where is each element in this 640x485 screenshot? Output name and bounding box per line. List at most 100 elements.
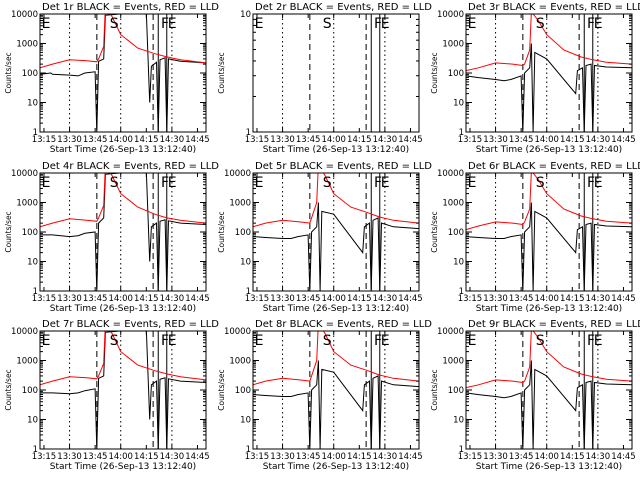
y-tick-label: 1000 (442, 40, 464, 50)
x-tick-label: 14:15 (560, 135, 585, 145)
x-tick-label: 13:45 (509, 294, 534, 304)
x-tick-label: 14:30 (586, 294, 611, 304)
x-tick-label: 14:30 (373, 135, 398, 145)
x-tick-label: 13:15 (32, 135, 57, 145)
y-tick-label: 1 (246, 128, 251, 138)
x-tick-label: 13:15 (245, 135, 270, 145)
x-tick-label: 14:00 (321, 135, 346, 145)
y-tick-label: 100 (22, 386, 38, 396)
x-axis-label: Start Time (26-Sep-13 13:12:40) (263, 145, 409, 155)
y-tick-label: 1 (246, 445, 251, 455)
marker-label: E (42, 175, 51, 191)
marker-label: E (594, 16, 603, 32)
y-tick-label: 1 (459, 128, 464, 138)
x-tick-label: 13:45 (296, 452, 321, 462)
lld-series-line (253, 331, 419, 386)
marker-label: E (42, 333, 51, 349)
y-tick-label: 10 (453, 99, 464, 109)
marker-label: E (255, 175, 264, 191)
marker-label: S (536, 16, 545, 32)
y-tick-label: 1 (33, 287, 38, 297)
y-tick-label: 10000 (11, 169, 38, 179)
marker-label: F (161, 16, 169, 32)
y-tick-label: 10000 (437, 10, 464, 20)
y-tick-label: 100 (448, 69, 464, 79)
y-axis-label: Counts/sec (217, 211, 226, 252)
y-tick-label: 10000 (224, 169, 251, 179)
y-tick-label: 1 (33, 128, 38, 138)
x-tick-label: 13:15 (458, 294, 483, 304)
y-tick-label: 10000 (11, 327, 38, 337)
x-tick-label: 13:45 (296, 135, 321, 145)
x-tick-label: 13:15 (245, 452, 270, 462)
x-tick-label: 14:15 (134, 135, 159, 145)
marker-label: E (42, 16, 51, 32)
y-tick-label: 1 (33, 445, 38, 455)
marker-label: F (161, 175, 169, 191)
y-tick-label: 10 (27, 416, 38, 426)
y-tick-label: 100 (235, 228, 251, 238)
y-tick-label: 1000 (16, 199, 38, 209)
marker-label: F (374, 333, 382, 349)
x-axis-label: Start Time (26-Sep-13 13:12:40) (50, 304, 196, 314)
x-tick-label: 14:00 (321, 294, 346, 304)
x-tick-label: 14:45 (611, 294, 636, 304)
y-tick-label: 1000 (16, 40, 38, 50)
x-tick-label: 14:15 (347, 294, 372, 304)
x-tick-label: 14:30 (160, 452, 185, 462)
x-axis-label: Start Time (26-Sep-13 13:12:40) (476, 304, 622, 314)
y-tick-label: 10 (27, 99, 38, 109)
marker-label: E (255, 16, 264, 32)
events-series-line (253, 360, 419, 449)
x-tick-label: 14:00 (108, 452, 133, 462)
y-tick-label: 1000 (16, 357, 38, 367)
panel-title: Det 4r BLACK = Events, RED = LLD (42, 161, 219, 172)
plot-frame (465, 13, 633, 133)
marker-label: S (323, 333, 332, 349)
x-tick-label: 14:45 (398, 294, 423, 304)
y-axis-label: Counts/sec (430, 369, 439, 410)
x-axis-label: Start Time (26-Sep-13 13:12:40) (50, 462, 196, 472)
y-tick-label: 10000 (224, 327, 251, 337)
events-series-line (466, 202, 632, 291)
panel-title: Det 9r BLACK = Events, RED = LLD (468, 319, 640, 330)
y-tick-label: 10 (240, 416, 251, 426)
plot-frame (39, 330, 207, 450)
marker-label: S (323, 16, 332, 32)
x-tick-label: 13:30 (483, 294, 508, 304)
x-tick-label: 14:15 (134, 452, 159, 462)
x-tick-label: 13:30 (57, 135, 82, 145)
x-tick-label: 14:45 (398, 135, 423, 145)
y-tick-label: 100 (448, 228, 464, 238)
marker-label: E (381, 175, 390, 191)
lld-series-line (253, 173, 419, 228)
marker-label: E (468, 333, 477, 349)
y-tick-label: 10000 (11, 10, 38, 20)
y-tick-label: 10 (240, 258, 251, 268)
plot-frame (252, 13, 420, 133)
x-axis-label: Start Time (26-Sep-13 13:12:40) (476, 462, 622, 472)
x-tick-label: 13:30 (483, 452, 508, 462)
marker-label: F (374, 16, 382, 32)
x-tick-label: 14:45 (611, 452, 636, 462)
y-axis-label: Counts/sec (430, 211, 439, 252)
marker-label: E (168, 175, 177, 191)
x-tick-label: 13:30 (483, 135, 508, 145)
y-tick-label: 10 (27, 258, 38, 268)
x-tick-label: 13:30 (270, 452, 295, 462)
x-axis-label: Start Time (26-Sep-13 13:12:40) (263, 462, 409, 472)
marker-label: E (381, 333, 390, 349)
lld-series-line (466, 14, 632, 72)
x-tick-label: 14:45 (185, 452, 210, 462)
x-tick-label: 13:30 (270, 294, 295, 304)
x-tick-label: 14:15 (347, 452, 372, 462)
x-tick-label: 14:00 (534, 452, 559, 462)
marker-label: S (536, 175, 545, 191)
y-tick-label: 1 (459, 445, 464, 455)
events-series-line (466, 360, 632, 449)
marker-label: F (161, 333, 169, 349)
